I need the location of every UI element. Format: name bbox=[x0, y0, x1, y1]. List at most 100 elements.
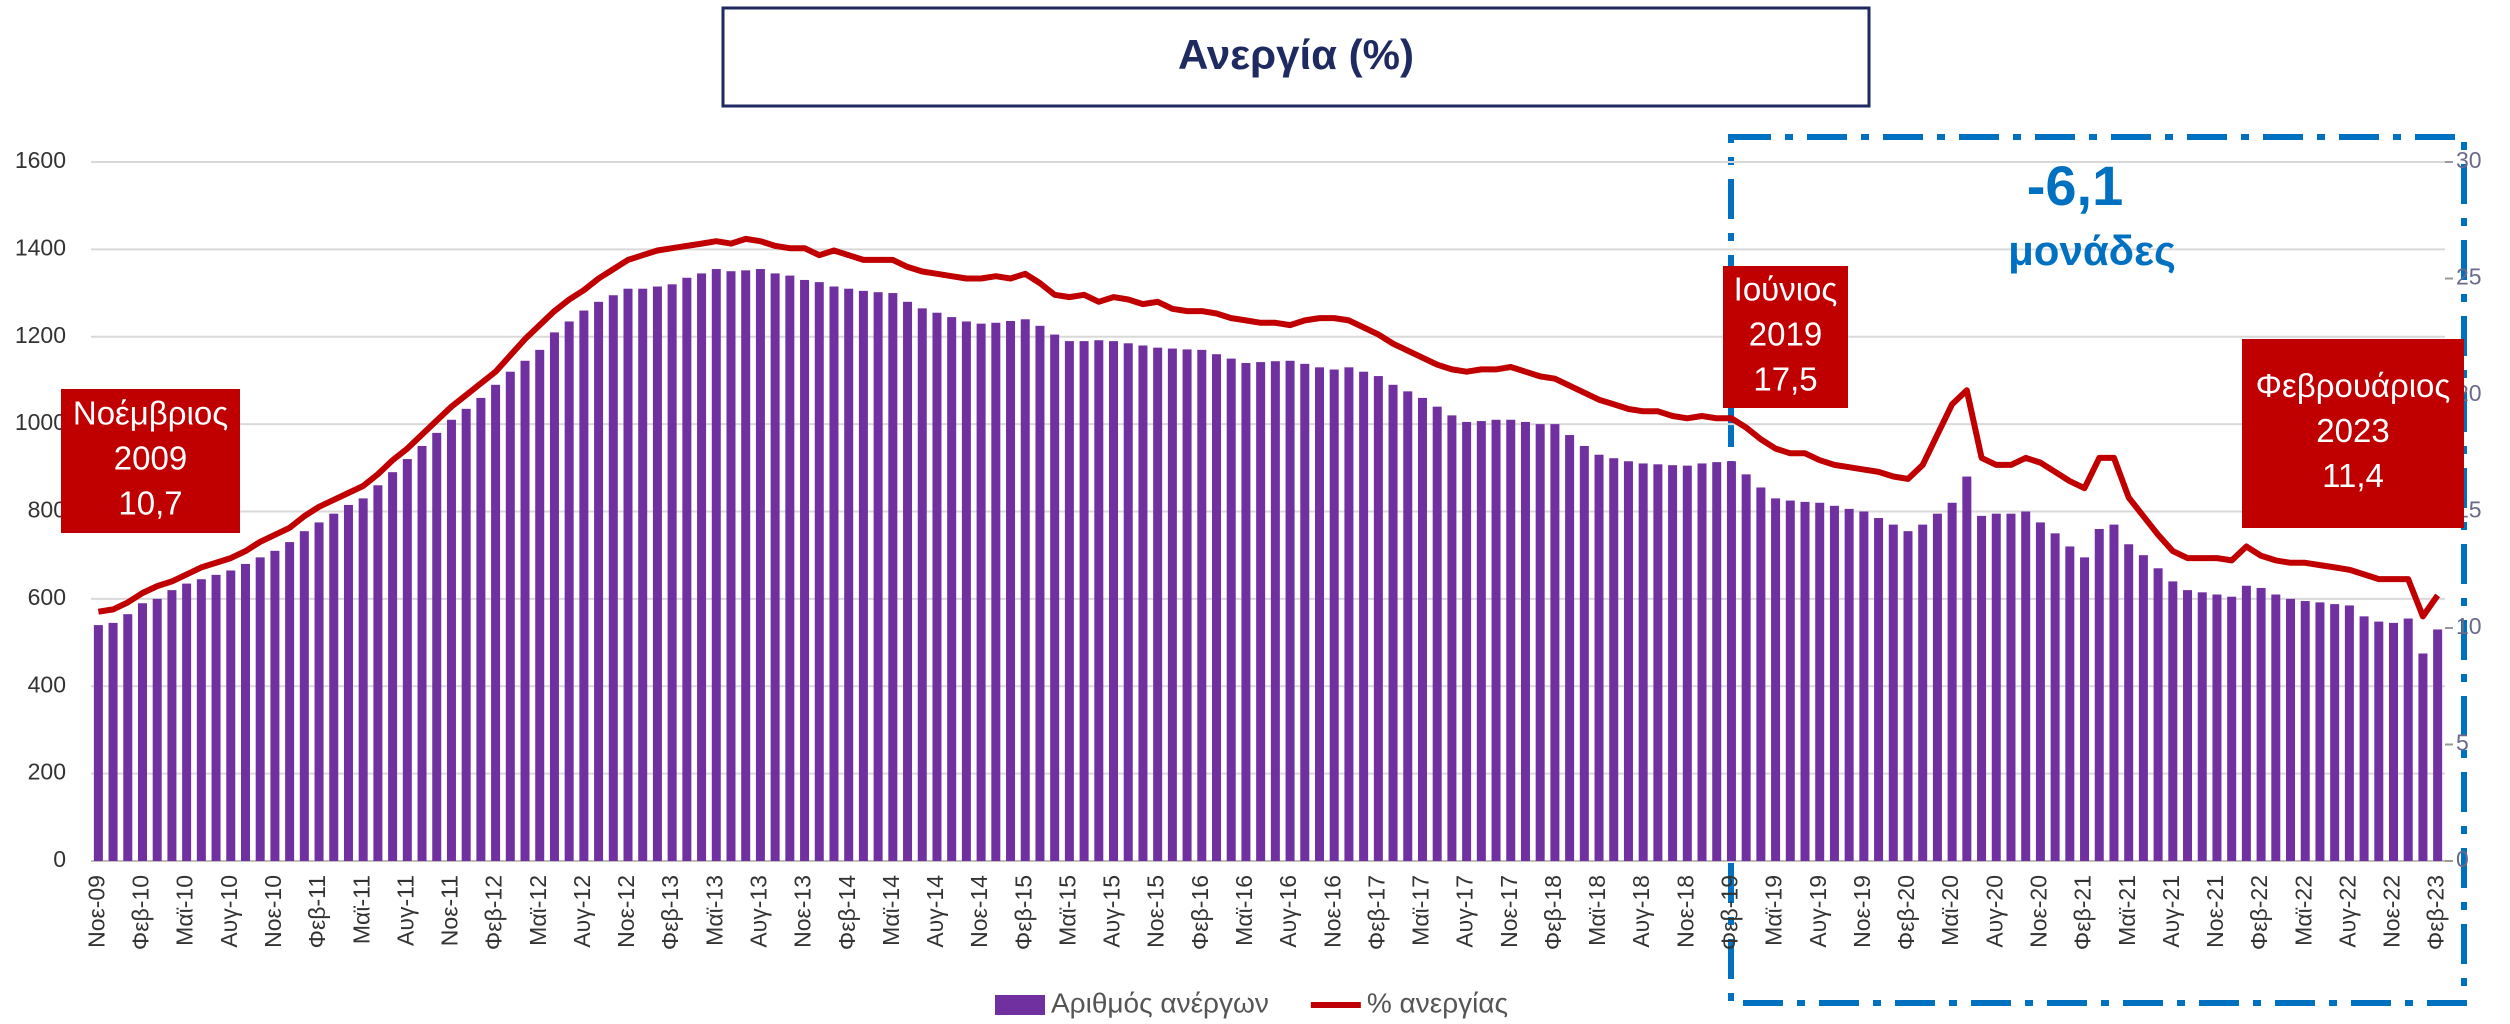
bar bbox=[226, 570, 236, 861]
bar bbox=[535, 349, 545, 861]
bar bbox=[1167, 348, 1177, 861]
bar bbox=[1962, 476, 1972, 861]
bar bbox=[1226, 358, 1236, 861]
bar bbox=[182, 583, 192, 861]
legend-label: % ανεργίας bbox=[1367, 987, 1508, 1018]
bar bbox=[741, 270, 751, 862]
bar bbox=[520, 360, 530, 861]
x-tick-label: Φεβ-14 bbox=[834, 875, 860, 950]
bar bbox=[608, 295, 618, 861]
bar bbox=[299, 531, 309, 861]
bar bbox=[1270, 361, 1280, 861]
bar bbox=[564, 321, 574, 862]
bar bbox=[358, 498, 368, 861]
bar bbox=[800, 279, 810, 861]
bar bbox=[1462, 421, 1472, 861]
bar bbox=[93, 625, 103, 861]
x-tick-label: Μαϊ-21 bbox=[2114, 875, 2140, 946]
bar bbox=[1094, 340, 1104, 861]
bar bbox=[785, 275, 795, 861]
bar bbox=[2168, 581, 2178, 861]
bar bbox=[1006, 321, 1016, 862]
bar bbox=[1565, 435, 1575, 861]
bar bbox=[652, 286, 662, 861]
x-tick-label: Αυγ-17 bbox=[1452, 875, 1478, 948]
x-tick-label: Φεβ-20 bbox=[1893, 875, 1919, 950]
x-tick-label: Μαϊ-22 bbox=[2290, 875, 2316, 946]
bar bbox=[1241, 362, 1251, 861]
bar bbox=[196, 579, 206, 861]
y2-tick-label: 30 bbox=[2456, 147, 2482, 173]
bar bbox=[1109, 341, 1119, 861]
bar bbox=[2138, 555, 2148, 861]
y-tick-label: 600 bbox=[28, 584, 66, 610]
bar bbox=[1594, 454, 1604, 861]
bar bbox=[2418, 653, 2428, 861]
bar bbox=[1373, 376, 1383, 861]
bar bbox=[770, 273, 780, 861]
x-tick-label: Φεβ-16 bbox=[1187, 875, 1213, 950]
bar bbox=[1123, 343, 1133, 862]
bar bbox=[461, 408, 471, 861]
bar bbox=[432, 432, 442, 861]
x-tick-label: Φεβ-13 bbox=[657, 875, 683, 950]
x-tick-label: Μαϊ-17 bbox=[1408, 875, 1434, 946]
y-tick-label: 1600 bbox=[15, 147, 66, 173]
bar bbox=[1020, 319, 1030, 861]
bar bbox=[2359, 616, 2369, 861]
bar bbox=[285, 542, 295, 861]
bar bbox=[1417, 397, 1427, 861]
y-tick-label: 400 bbox=[28, 671, 66, 697]
bar bbox=[1447, 415, 1457, 861]
bar bbox=[623, 288, 633, 862]
bar bbox=[932, 312, 942, 861]
bar bbox=[108, 622, 118, 861]
x-tick-label: Αυγ-11 bbox=[392, 875, 418, 946]
bar bbox=[755, 269, 765, 861]
annotation-text: 17,5 bbox=[1753, 361, 1817, 398]
bar bbox=[2109, 524, 2119, 861]
x-tick-label: Αυγ-12 bbox=[569, 875, 595, 948]
annotation-box bbox=[2242, 339, 2464, 528]
annotation-text: Νοέμβριος bbox=[73, 395, 228, 432]
annotation-box bbox=[61, 389, 240, 533]
bar bbox=[152, 598, 162, 861]
bar bbox=[2344, 605, 2354, 861]
x-tick-label: Νοε-12 bbox=[613, 875, 639, 948]
y2-tick-label: 25 bbox=[2456, 264, 2482, 290]
bar bbox=[1520, 421, 1530, 861]
bar bbox=[329, 513, 339, 861]
x-tick-label: Μαϊ-15 bbox=[1054, 875, 1080, 946]
x-tick-label: Φεβ-21 bbox=[2070, 875, 2096, 950]
bar bbox=[1668, 465, 1678, 861]
line bbox=[97, 235, 2441, 620]
x-tick-label: Αυγ-22 bbox=[2334, 875, 2360, 948]
y-tick-label: 1000 bbox=[15, 409, 66, 435]
bar bbox=[1932, 513, 1942, 861]
bar bbox=[1550, 424, 1560, 861]
bar bbox=[1903, 531, 1913, 861]
bar bbox=[2389, 622, 2399, 861]
annotation-box bbox=[1723, 266, 1848, 408]
y-tick-label: 1200 bbox=[15, 322, 66, 348]
bar bbox=[2124, 544, 2134, 861]
bar bbox=[1697, 463, 1707, 861]
bar bbox=[240, 563, 250, 861]
x-tick-label: Αυγ-20 bbox=[1981, 875, 2007, 948]
bar bbox=[594, 301, 604, 861]
bar bbox=[2065, 546, 2075, 861]
chart-title: Ανεργία (%) bbox=[1178, 31, 1414, 78]
x-tick-label: Νοε-14 bbox=[966, 875, 992, 948]
x-tick-label: Φεβ-15 bbox=[1010, 875, 1036, 950]
bar bbox=[446, 419, 456, 861]
bar bbox=[1197, 349, 1207, 861]
x-tick-label: Νοε-20 bbox=[2025, 875, 2051, 948]
x-tick-label: Αυγ-19 bbox=[1805, 875, 1831, 948]
x-tick-label: Αυγ-14 bbox=[922, 875, 948, 948]
highlight-value: -6,1 bbox=[2027, 154, 2124, 217]
y-tick-label: 800 bbox=[28, 497, 66, 523]
x-tick-label: Φεβ-10 bbox=[128, 875, 154, 950]
bar bbox=[858, 290, 868, 861]
annotation-text: 11,4 bbox=[2322, 457, 2384, 494]
